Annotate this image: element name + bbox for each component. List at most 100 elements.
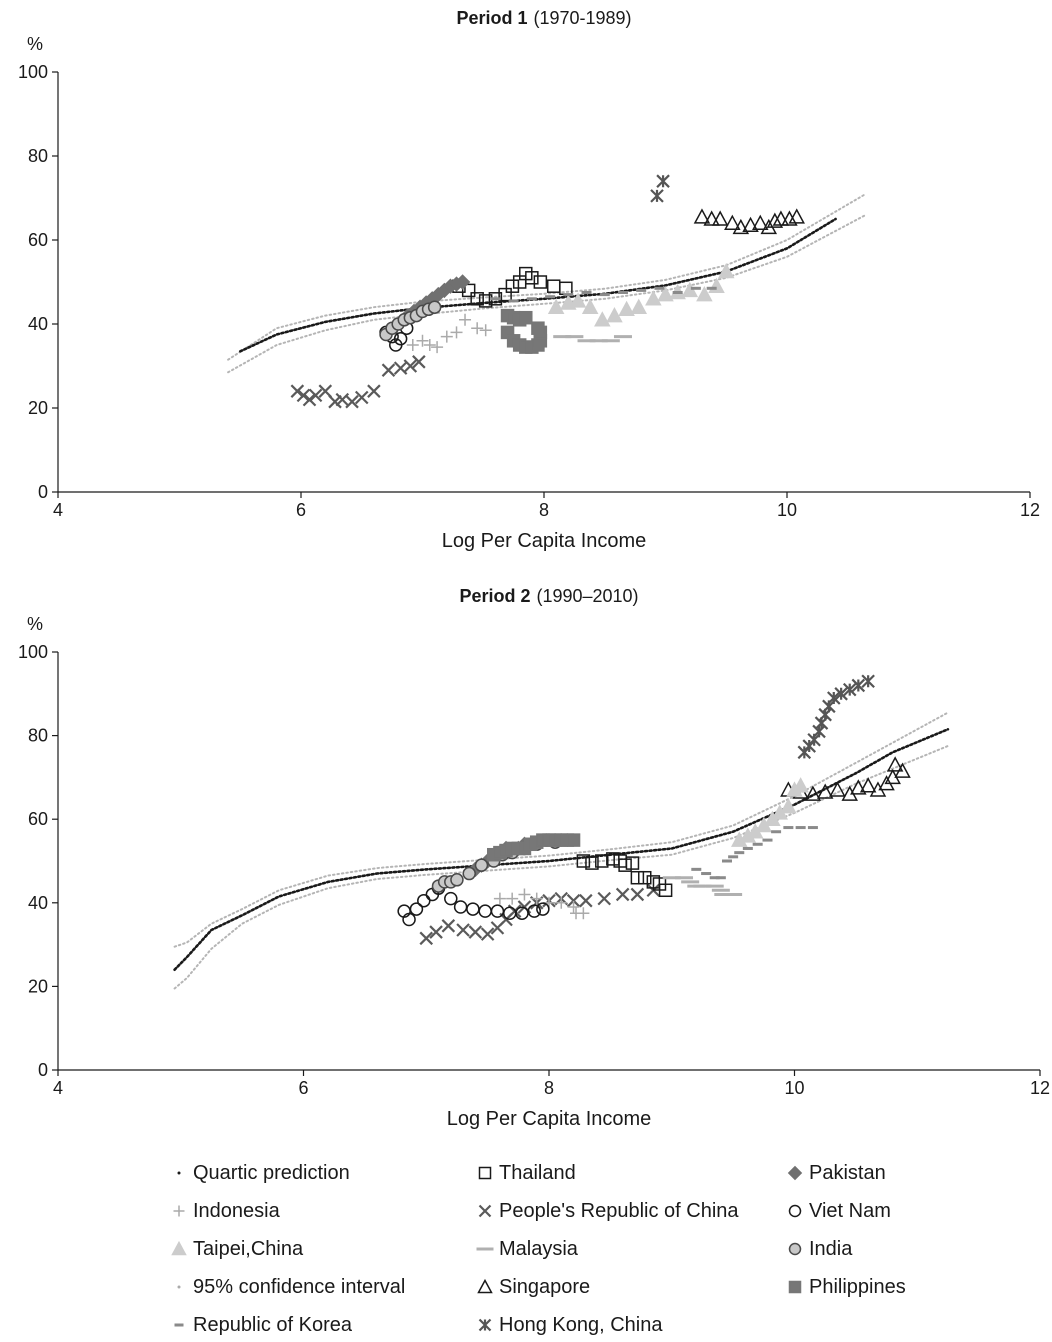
y-tick-label: 80 — [28, 146, 48, 166]
data-point — [555, 896, 568, 909]
data-point — [456, 923, 470, 937]
small-dot-icon — [168, 1162, 190, 1184]
legend-label: Singapore — [499, 1275, 591, 1298]
series-hong-kong-china — [650, 174, 670, 203]
data-point — [650, 189, 664, 203]
data-point — [579, 893, 593, 908]
short-dash-icon — [168, 1314, 190, 1336]
y-tick-label: 100 — [18, 642, 48, 662]
data-point — [827, 691, 841, 705]
data-point — [637, 870, 652, 885]
data-point — [480, 927, 495, 941]
light-dot-icon — [168, 1276, 190, 1298]
data-point — [788, 208, 805, 224]
data-point — [696, 286, 713, 302]
data-point — [780, 798, 797, 814]
data-point — [842, 682, 857, 697]
series-malaysia — [553, 335, 632, 343]
data-point — [402, 912, 416, 927]
data-point — [393, 331, 408, 346]
data-point — [505, 279, 520, 293]
data-point — [462, 866, 476, 881]
y-tick-label: 60 — [28, 809, 48, 829]
legend-label: Quartic prediction — [193, 1161, 350, 1184]
series-philippines — [500, 308, 548, 354]
data-point — [618, 300, 635, 317]
data-point — [478, 904, 492, 918]
legend-label: India — [809, 1237, 853, 1260]
y-axis-unit-label: % — [27, 614, 43, 634]
data-point — [416, 334, 429, 347]
data-point — [834, 687, 848, 701]
data-point — [518, 888, 531, 901]
data-point — [471, 322, 484, 335]
x-axis-title: Log Per Capita Income — [447, 1108, 652, 1130]
legend-label: Philippines — [809, 1275, 906, 1298]
legend-item: Republic of Korea — [168, 1308, 352, 1342]
data-point — [498, 287, 512, 302]
data-point — [606, 307, 623, 323]
data-point — [752, 214, 769, 230]
data-point — [531, 321, 545, 335]
data-point — [859, 777, 877, 793]
legend-label: Pakistan — [809, 1161, 886, 1184]
data-point — [742, 216, 759, 233]
data-point — [850, 779, 867, 795]
data-point — [530, 892, 543, 905]
series-republic-of-korea — [691, 826, 818, 880]
data-point — [618, 858, 632, 872]
legend-label: Thailand — [499, 1161, 576, 1184]
data-point — [656, 174, 670, 188]
data-point — [724, 214, 741, 230]
x-tick-label: 10 — [777, 500, 797, 520]
data-point — [453, 900, 468, 914]
legend-label: Hong Kong, China — [499, 1313, 663, 1336]
data-point — [318, 384, 333, 398]
data-point — [367, 384, 381, 398]
y-axis-unit-label: % — [27, 34, 43, 54]
data-point — [423, 339, 436, 351]
y-tick-label: 60 — [28, 230, 48, 250]
data-point — [812, 724, 826, 739]
data-point — [851, 678, 866, 693]
data-point — [429, 925, 443, 939]
data-point — [459, 313, 472, 326]
data-point — [717, 262, 735, 279]
data-point — [454, 274, 471, 290]
series-malaysia — [662, 876, 743, 896]
series-republic-of-korea — [490, 286, 717, 303]
data-point — [468, 925, 483, 939]
data-point — [381, 363, 396, 377]
data-point — [345, 394, 359, 409]
data-point — [488, 292, 503, 306]
data-point — [296, 388, 311, 403]
star-cross-icon — [474, 1314, 496, 1336]
data-point — [546, 279, 561, 293]
x-tick-label: 8 — [539, 500, 549, 520]
x-tick-label: 8 — [544, 1078, 554, 1098]
x-cross-icon — [474, 1200, 496, 1222]
data-point — [525, 271, 539, 285]
ci-upper-curve — [173, 711, 949, 948]
data-point — [417, 893, 431, 908]
open-circle-icon — [784, 1200, 806, 1222]
legend-label: Republic of Korea — [193, 1313, 352, 1336]
gray-circle-icon — [784, 1238, 806, 1260]
data-point — [581, 298, 599, 314]
quartic-prediction-curve — [173, 728, 950, 971]
data-point — [693, 208, 711, 224]
plus-icon — [168, 1200, 190, 1222]
data-point — [403, 359, 418, 373]
data-point — [630, 298, 648, 314]
legend-item: India — [784, 1232, 852, 1266]
x-tick-label: 6 — [296, 500, 306, 520]
open-triangle-icon — [474, 1276, 496, 1298]
x-tick-label: 10 — [784, 1078, 804, 1098]
legend: Quartic prediction Thailand Pakistan Indone… — [168, 1156, 1028, 1336]
data-point — [302, 392, 317, 407]
x-tick-label: 12 — [1020, 500, 1040, 520]
legend-item: Indonesia — [168, 1194, 280, 1228]
data-point — [657, 286, 674, 302]
filled-diamond-icon — [784, 1162, 806, 1184]
